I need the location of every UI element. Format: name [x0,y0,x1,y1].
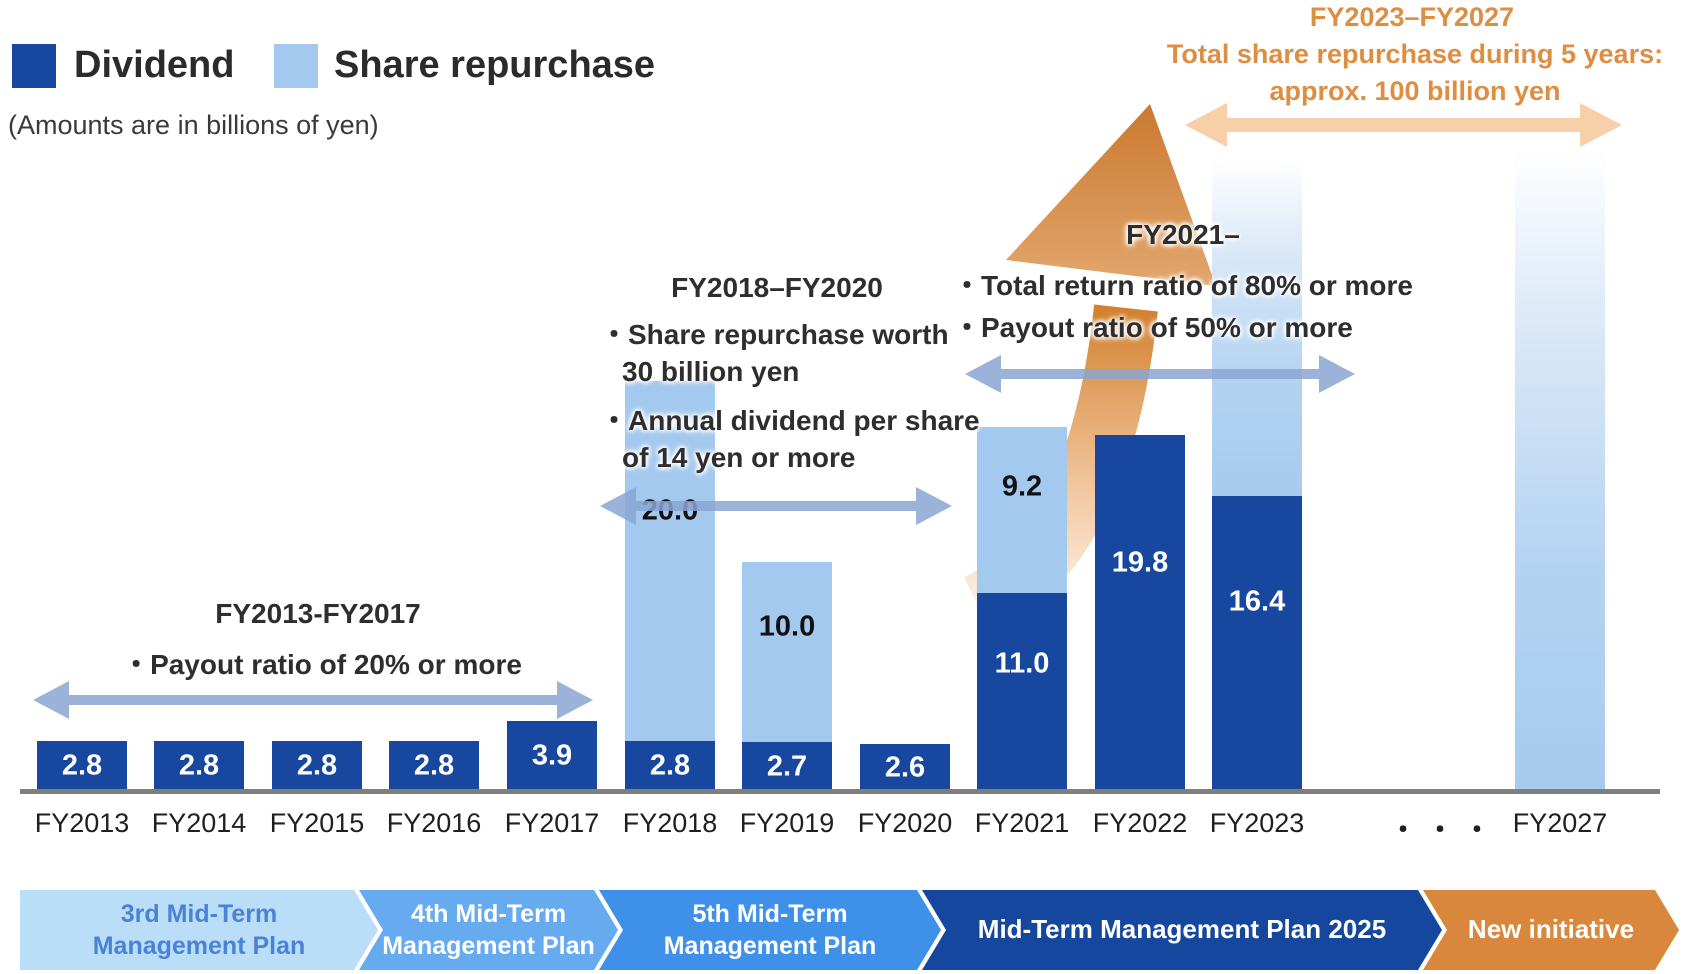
bar-value-FY2021-dividend: 11.0 [994,647,1050,680]
share-repurchase-legend-label: Share repurchase [334,44,656,86]
right-arrowhead-icon [1580,103,1622,147]
bar-FY2017-dividend [507,721,597,791]
timeline-segment-label: 5th Mid-Term [692,899,848,928]
timeline-segment-2: 4th Mid-Term Management Plan [359,890,618,970]
x-axis-label-FY2021: FY2021 [974,808,1070,838]
swoosh-arrowhead [1006,104,1216,286]
x-axis-line [20,789,1660,794]
x-axis-label-FY2014: FY2014 [151,808,247,838]
x-axis-label-FY2013: FY2013 [34,808,130,838]
timeline-segment-4: Mid-Term Management Plan 2025 [922,890,1442,970]
planned-gradient-column-FY2023 [1212,160,1302,496]
bar-value-FY2020-dividend: 2.6 [884,751,926,783]
timeline-segment-label: 3rd Mid-Term [120,899,278,928]
timeline-segment-label-line2: Management Plan [92,932,306,960]
bar-FY2020-dividend [860,744,950,791]
bar-value-FY2013-dividend: 2.8 [61,749,103,782]
fy2023-27-callout-line3: approx. 100 billion yen [1269,76,1561,106]
bar-FY2021-share-repurchase [977,427,1067,593]
x-axis-label-ellipsis: ・・・ [1389,815,1501,845]
fy2018-20-callout-bullet2: ・Annual dividend per share [600,405,980,436]
fy2018-20-callout-bullet1b: 30 billion yen [622,356,800,387]
right-arrowhead-icon [557,681,593,719]
bar-FY2013-dividend [37,741,127,791]
bar-FY2019-dividend [742,742,832,791]
planned-gradient-column-FY2027 [1515,150,1605,791]
right-arrowhead-icon [1319,355,1355,393]
bar-FY2016-dividend [389,741,479,791]
x-axis-label-FY2015: FY2015 [269,808,365,838]
fy2021-callout-title: FY2021– [1126,219,1240,250]
fy2018-20-callout-title: FY2018–FY2020 [671,272,883,303]
bar-value-FY2019-share-repurchase: 10.0 [758,610,816,643]
x-axis-label-FY2020: FY2020 [857,808,953,838]
bar-value-FY2023-dividend: 16.4 [1228,585,1286,618]
fy2021-callout-bullet2: ・Payout ratio of 50% or more [953,312,1353,343]
fy2023-27-range-arrow [1185,103,1622,147]
bar-FY2018-share-repurchase [625,381,715,741]
x-axis-label-FY2017: FY2017 [504,808,600,838]
fy2018-20-callout-bullet1: ・Share repurchase worth [600,319,949,350]
bar-value-FY2017-dividend: 3.9 [531,739,573,772]
x-axis-label-FY2027: FY2027 [1512,808,1608,838]
fy2018-20-range-arrow [600,487,952,525]
bar-FY2023-dividend [1212,496,1302,791]
fy2021-callout-bullet1: ・Total return ratio of 80% or more [953,270,1413,301]
timeline-segment-label-line2: Management Plan [663,932,877,960]
timeline-segment-1: 3rd Mid-Term Management Plan [20,890,378,970]
dividend-legend-label: Dividend [74,44,235,86]
timeline-segment-label: New initiative [1467,914,1635,945]
fy2018-20-callout-bullet2b: of 14 yen or more [622,442,856,473]
fy2021-range-arrow [965,355,1355,393]
timeline-segment-label-line2: Management Plan [382,932,595,960]
fy2013-17-callout-title: FY2013-FY2017 [215,598,421,629]
timeline-segment-label: 4th Mid-Term [410,899,567,928]
fy2013-17-range-arrow [33,681,593,719]
fy2023-27-callout-title: FY2023–FY2027 [1309,2,1515,32]
bar-FY2019-share-repurchase [742,562,832,742]
bar-value-FY2021-share-repurchase: 9.2 [1001,470,1043,503]
timeline-segment-3: 5th Mid-Term Management Plan [599,890,941,970]
x-axis-label-FY2023: FY2023 [1209,808,1305,838]
x-axis-label-FY2018: FY2018 [622,808,718,838]
bar-value-FY2016-dividend: 2.8 [413,749,455,782]
timeline-segment-5: New initiative [1423,890,1679,970]
bar-value-FY2015-dividend: 2.8 [296,749,338,782]
fy2013-17-callout-bullet: ・Payout ratio of 20% or more [122,649,522,680]
timeline-segment-label: Mid-Term Management Plan 2025 [977,914,1387,945]
bar-value-FY2018-dividend: 2.8 [649,749,691,782]
fy2023-27-callout-line2: Total share repurchase during 5 years: [1166,39,1664,69]
dividend-legend-swatch [12,44,56,88]
bar-value-FY2019-dividend: 2.7 [766,750,808,782]
bar-FY2022-dividend [1095,435,1185,791]
x-axis-label-FY2016: FY2016 [386,808,482,838]
bar-FY2014-dividend [154,741,244,791]
units-note: (Amounts are in billions of yen) [8,110,379,140]
bar-FY2021-dividend [977,593,1067,791]
x-axis-label-FY2022: FY2022 [1092,808,1188,838]
left-arrowhead-icon [1185,103,1227,147]
bar-value-FY2014-dividend: 2.8 [178,749,220,782]
share-repurchase-legend-swatch [274,44,318,88]
bar-FY2018-dividend [625,741,715,791]
bar-value-FY2022-dividend: 19.8 [1111,546,1169,579]
right-arrowhead-icon [916,487,952,525]
x-axis-label-FY2019: FY2019 [739,808,835,838]
bar-FY2015-dividend [272,741,362,791]
